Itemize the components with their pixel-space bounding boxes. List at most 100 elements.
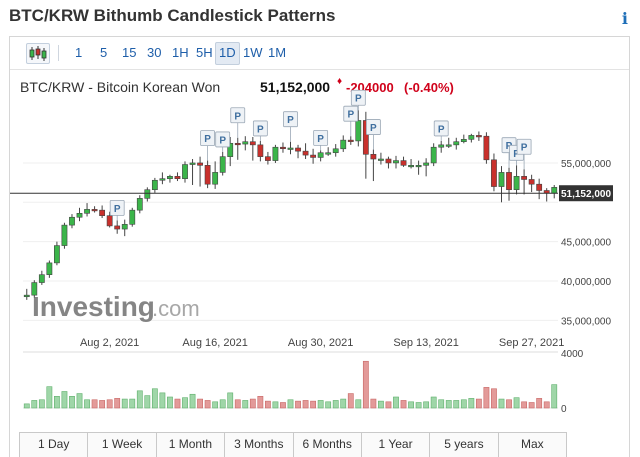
candle-body (310, 154, 317, 158)
volume-bar (362, 360, 369, 409)
pattern-marker-box (313, 129, 329, 146)
last-price-tag (559, 185, 613, 202)
volume-bar (310, 400, 317, 409)
candle-body (23, 294, 30, 298)
candlestick-icon[interactable] (26, 43, 50, 64)
volume-bar (23, 403, 30, 409)
candle-body (325, 152, 332, 155)
candle-body (430, 146, 437, 164)
y-axis: 35,000,000 40,000,000 45,000,000 55,000,000… (561, 159, 611, 415)
pattern-marker-label: P (513, 149, 520, 160)
candle-body (212, 172, 219, 185)
candle-body (249, 141, 256, 146)
pattern-marker-label: P (355, 94, 362, 105)
candle-body (272, 146, 279, 161)
pattern-marker-box (252, 120, 268, 137)
info-icon[interactable]: i (621, 9, 628, 28)
y-tick-label: 45,000,000 (561, 238, 611, 249)
candle-body (242, 141, 249, 145)
candle-body (136, 198, 143, 211)
x-tick-label: Sep 13, 2021 (393, 337, 458, 349)
candle-body (521, 176, 527, 180)
range-button-6-months[interactable]: 6 Months (294, 433, 362, 457)
range-button-1-day[interactable]: 1 Day (20, 433, 89, 457)
pattern-marker-label: P (219, 135, 226, 146)
last-price-line: 51,152,000 (10, 185, 613, 202)
period-button-1h[interactable]: 1H (172, 45, 189, 60)
candle-body (91, 209, 98, 212)
volume-bar (423, 401, 430, 409)
pattern-marker-label: P (521, 143, 528, 154)
volume-bar (551, 384, 558, 409)
range-button-1-week[interactable]: 1 Week (88, 433, 157, 457)
candle-body (332, 148, 339, 154)
volume-bar (317, 400, 324, 409)
candle-body (370, 153, 377, 160)
period-button-30[interactable]: 30 (147, 45, 162, 60)
volume-bar (468, 398, 475, 409)
pattern-marker-label: P (204, 134, 211, 145)
volume-bar (99, 400, 106, 409)
volume-bar (84, 399, 90, 409)
candle-body (498, 172, 505, 187)
period-button-15[interactable]: 15 (122, 45, 137, 60)
price-change-percent: (-0.40%) (404, 80, 454, 95)
period-button-1w[interactable]: 1W (243, 45, 263, 60)
candle-body (174, 176, 181, 179)
x-tick-label: Sep 27, 2021 (499, 337, 564, 349)
candle-body (295, 147, 301, 152)
volume-bar (370, 398, 377, 409)
candle-body (400, 160, 407, 166)
y-tick-label: 55,000,000 (561, 159, 611, 170)
pattern-marker-label: P (257, 124, 264, 135)
candle-body (362, 120, 369, 155)
candle-body (54, 245, 60, 264)
period-button-1m[interactable]: 1M (268, 45, 287, 60)
volume-tick-label: 4000 (561, 349, 584, 360)
period-button-1d[interactable]: 1D (215, 42, 240, 65)
candle-body (76, 213, 83, 218)
range-button-1-year[interactable]: 1 Year (362, 433, 431, 457)
y-tick-label: 40,000,000 (561, 277, 611, 288)
candle-body (445, 144, 452, 147)
volume-bar (332, 400, 339, 409)
pattern-marker-label: P (438, 124, 445, 135)
range-button-5-years[interactable]: 5 years (430, 433, 499, 457)
range-button-3-months[interactable]: 3 Months (225, 433, 294, 457)
candlestick-chart[interactable]: BTC/KRW - Bitcoin Korean Won 51,152,000 … (10, 70, 629, 430)
candle-body (144, 189, 151, 199)
range-button-1-month[interactable]: 1 Month (157, 433, 226, 457)
x-tick-label: Aug 30, 2021 (288, 337, 353, 349)
volume-bar (295, 400, 301, 409)
range-button-max[interactable]: Max (520, 437, 544, 451)
candle-body (355, 120, 362, 142)
candle-body (114, 225, 121, 230)
volume-bar (280, 402, 286, 409)
volume-bar (129, 398, 136, 409)
candle-body (415, 165, 422, 168)
volume-bar (325, 401, 332, 409)
period-button-5[interactable]: 5 (100, 45, 108, 60)
volume-bar (460, 399, 467, 409)
volume-bar (445, 400, 452, 409)
candle-body (423, 162, 430, 166)
pattern-marker-box (230, 107, 246, 124)
volume-bar (182, 397, 188, 409)
candle-body (159, 178, 166, 181)
pattern-marker-box (200, 130, 216, 146)
volume-bar (521, 401, 527, 409)
candle-body (38, 274, 45, 283)
candle-body (536, 183, 543, 191)
chart-canvas[interactable]: BTC/KRW - Bitcoin Korean Won 51,152,000 … (10, 70, 629, 430)
candle-body (340, 139, 347, 150)
widget-title: BTC/KRW Bithumb Candlestick Patterns (9, 6, 336, 25)
volume-bar (31, 400, 38, 409)
volume-bar (378, 400, 384, 409)
volume-bar (543, 401, 550, 409)
period-button-1[interactable]: 1 (75, 45, 83, 60)
volume-bar (272, 401, 279, 409)
candle-body (227, 142, 234, 157)
volume-bars (23, 360, 558, 409)
volume-bar (234, 399, 241, 409)
period-button-5h[interactable]: 5H (196, 45, 213, 60)
